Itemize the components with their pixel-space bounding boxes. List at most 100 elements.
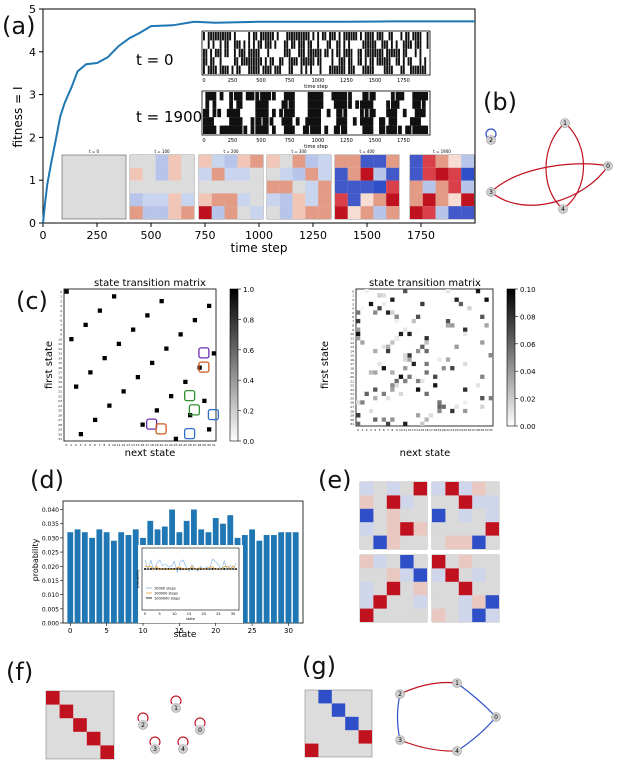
x-tick-label: 250 bbox=[87, 229, 108, 242]
inset-tick-label: 750 bbox=[285, 78, 295, 84]
snapshot-cell bbox=[155, 180, 169, 194]
raster-cell bbox=[283, 40, 286, 49]
snapshot-cell bbox=[224, 155, 238, 168]
e-matrix-cell bbox=[360, 595, 374, 609]
f-node-2 bbox=[138, 720, 148, 730]
raster-cell bbox=[379, 117, 383, 126]
raster-cell bbox=[307, 100, 312, 109]
bar bbox=[132, 529, 139, 623]
raster-cell bbox=[398, 48, 400, 58]
matrix-cell bbox=[480, 374, 485, 379]
matrix-cell bbox=[450, 408, 455, 414]
snapshot-cell bbox=[237, 206, 251, 219]
panel-label-f: (f) bbox=[6, 658, 34, 686]
matrix-cell bbox=[420, 301, 425, 307]
snapshot-cell bbox=[435, 155, 449, 168]
raster-cell bbox=[279, 57, 282, 66]
raster-cell bbox=[360, 57, 362, 66]
raster-cell bbox=[260, 57, 262, 66]
row-tick-label: 11 bbox=[58, 342, 62, 346]
highlight-box bbox=[183, 389, 196, 402]
matrix-cell bbox=[437, 400, 442, 405]
raster-cell bbox=[402, 108, 407, 118]
matrix-cell bbox=[467, 306, 472, 311]
matrix-peak bbox=[93, 417, 98, 423]
e-matrix-cell bbox=[400, 608, 414, 622]
raster-cell bbox=[219, 57, 222, 66]
row-tick-label: 30 bbox=[58, 432, 62, 436]
col-tick-label: 31 bbox=[212, 443, 216, 447]
g-node-3-label: 3 bbox=[398, 737, 402, 744]
e-matrix-cell bbox=[445, 495, 459, 509]
e-matrix-cell bbox=[445, 581, 459, 596]
matrix-cell bbox=[415, 314, 421, 319]
raster-cell bbox=[352, 117, 357, 126]
raster-cell bbox=[319, 92, 324, 101]
raster-cell bbox=[414, 125, 419, 134]
x-tick-label: 30 bbox=[284, 627, 293, 635]
bar bbox=[263, 535, 270, 623]
raster-cell bbox=[343, 125, 348, 134]
matrix-cell bbox=[454, 297, 459, 302]
raster-cell bbox=[286, 108, 291, 118]
matrix-cell bbox=[360, 340, 365, 345]
e-matrix-cell bbox=[360, 555, 374, 569]
snapshot-cell bbox=[211, 180, 225, 194]
raster-cell bbox=[333, 92, 338, 101]
row-tick-label: 24 bbox=[350, 392, 354, 396]
snapshot-cell bbox=[461, 180, 474, 194]
inset-x-tick-label: 30 bbox=[231, 612, 235, 616]
raster-cell bbox=[419, 48, 422, 58]
matrix-cell bbox=[488, 396, 493, 401]
inset-x-tick-label: 0 bbox=[144, 612, 146, 616]
matrix-cell bbox=[463, 327, 468, 332]
matrix-cell bbox=[475, 383, 481, 388]
raster-cell bbox=[312, 92, 317, 101]
matrix-cell bbox=[373, 387, 378, 392]
e-matrix-cell bbox=[432, 535, 446, 549]
snapshot-cell bbox=[181, 193, 194, 207]
e-matrix-cell bbox=[485, 482, 499, 496]
matrix-cell bbox=[398, 374, 404, 379]
matrix-cell bbox=[398, 331, 404, 337]
raster-cell bbox=[231, 125, 236, 134]
inset-xlabel: time step bbox=[304, 84, 328, 90]
f-node-3 bbox=[150, 744, 160, 754]
matrix-cell bbox=[420, 344, 425, 349]
raster-cell bbox=[417, 100, 421, 109]
inset-tick-label: 1000 bbox=[312, 78, 325, 84]
row-tick-label: 8 bbox=[60, 328, 62, 332]
e-matrix-cell bbox=[445, 535, 459, 549]
snapshot-cell bbox=[305, 180, 319, 194]
e-matrix-cell bbox=[400, 495, 414, 509]
raster-cell bbox=[300, 48, 303, 58]
row-tick-label: 4 bbox=[60, 309, 62, 313]
matrix-cell bbox=[424, 370, 429, 375]
raster-cell bbox=[414, 108, 419, 118]
raster-cell bbox=[331, 57, 334, 66]
e-matrix-cell bbox=[458, 535, 473, 549]
raster-cell bbox=[274, 65, 277, 74]
matrix-cell bbox=[415, 387, 421, 392]
matrix-left-xlabel: next state bbox=[125, 448, 176, 459]
raster-cell bbox=[369, 65, 372, 74]
raster-cell bbox=[255, 108, 260, 118]
y-tick-label: 0.030 bbox=[42, 535, 59, 542]
col-tick-label: 26 bbox=[188, 443, 192, 447]
e-matrix-cell bbox=[472, 595, 486, 609]
raster-cell bbox=[248, 48, 251, 58]
raster-cell bbox=[205, 48, 208, 58]
snapshot-cell bbox=[422, 180, 436, 194]
row-tick-label: 16 bbox=[58, 366, 62, 370]
raster-cell bbox=[205, 108, 210, 118]
raster-cell bbox=[255, 48, 258, 58]
matrix-cell bbox=[463, 408, 468, 414]
snapshot-cell bbox=[267, 155, 280, 168]
raster-cell bbox=[326, 40, 329, 49]
raster-cell bbox=[245, 57, 248, 66]
e-matrix-cell bbox=[432, 522, 446, 536]
raster-cell bbox=[312, 117, 317, 126]
bar bbox=[103, 532, 110, 623]
matrix-cell bbox=[445, 318, 451, 324]
matrix-peak bbox=[64, 289, 69, 294]
